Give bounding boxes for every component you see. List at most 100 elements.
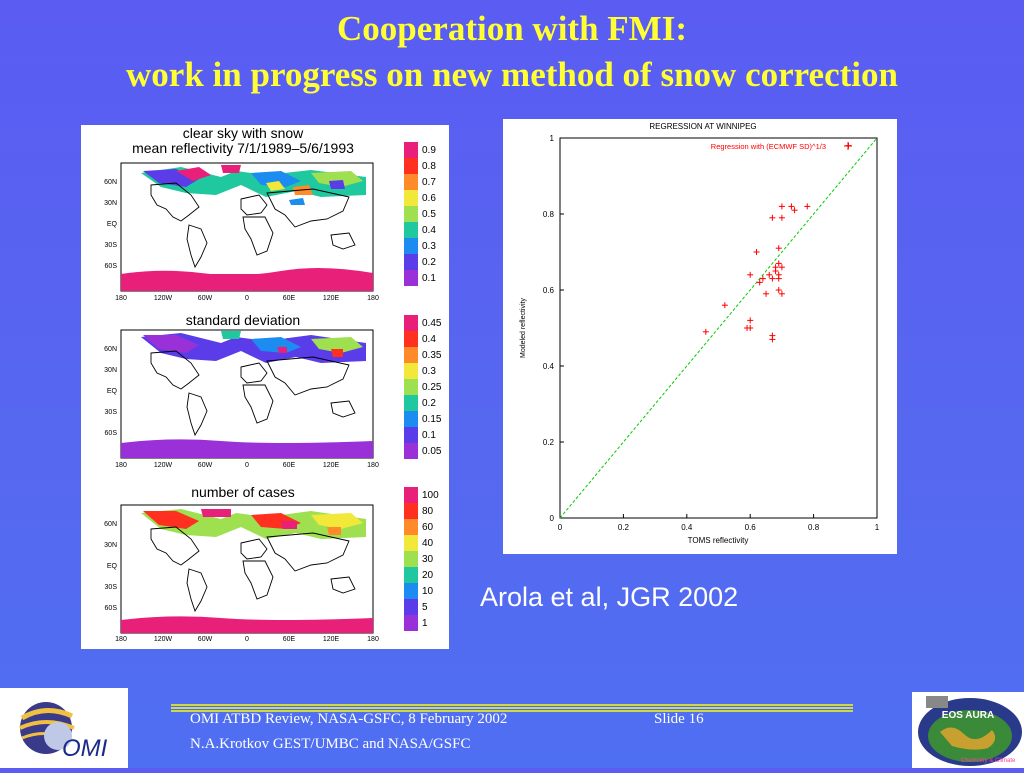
colorbar-segment (404, 615, 418, 631)
colorbar-label: 0.4 (422, 334, 436, 345)
y-tick-label: 0 (550, 514, 555, 523)
map1-title1: clear sky with snow (183, 125, 304, 141)
colorbar-segment (404, 270, 418, 286)
colorbar-segment (404, 363, 418, 379)
map2-data (121, 331, 373, 458)
x-tick-label: 0.2 (618, 523, 630, 532)
map3-colorbar: 100 80 60 40 30 20 10 5 1 (404, 487, 439, 631)
map3-title: number of cases (191, 484, 295, 500)
x-axis-ticks: 0 0.2 0.4 0.6 0.8 1 (558, 514, 880, 532)
map3-lon-0: 0 (245, 636, 249, 643)
data-point (769, 214, 776, 221)
colorbar-label: 0.7 (422, 177, 436, 188)
map3-lat-60s: 60S (105, 605, 118, 612)
footer-divider (171, 704, 853, 712)
map-number-of-cases: number of cases (104, 484, 439, 643)
map2-lon-180w: 180 (115, 462, 127, 469)
data-point (747, 317, 754, 324)
map2-lat-axis: 60N 30N EQ 30S 60S (104, 346, 117, 437)
colorbar-segment (404, 158, 418, 174)
map1-coastlines (150, 182, 356, 269)
y-axis-label: Modeled reflectivity (520, 298, 527, 358)
map3-lat-axis: 60N 30N EQ 30S 60S (104, 521, 117, 612)
colorbar-label: 30 (422, 554, 434, 565)
colorbar-label: 40 (422, 538, 434, 549)
data-point (763, 290, 770, 297)
x-tick-label: 0 (558, 523, 563, 532)
y-tick-label: 0.4 (543, 362, 555, 371)
map2-lat-60s: 60S (105, 430, 118, 437)
map1-lon-60w: 60W (198, 295, 213, 302)
map2-colorbar: 0.45 0.4 0.35 0.3 0.25 0.2 0.15 0.1 0.05 (404, 315, 442, 459)
omi-logo-text: OMI (62, 735, 108, 762)
map3-lat-30n: 30N (104, 542, 117, 549)
map1-lon-axis: 180 120W 60W 0 60E 120E 180 (115, 295, 379, 302)
colorbar-segment (404, 395, 418, 411)
colorbar-label: 5 (422, 602, 428, 613)
map2-lat-60n: 60N (104, 346, 117, 353)
map3-lon-180w: 180 (115, 636, 127, 643)
map1-lon-180w: 180 (115, 295, 127, 302)
map3-lon-120e: 120E (323, 636, 340, 643)
data-point (778, 203, 785, 210)
colorbar-segment (404, 519, 418, 535)
colorbar-segment (404, 599, 418, 615)
eos-aura-subtext: Chemistry & Climate (961, 758, 1016, 764)
colorbar-segment (404, 315, 418, 331)
fit-line (559, 137, 878, 519)
maps-panel: clear sky with snow mean reflectivity 7/… (81, 125, 449, 649)
map1-lat-60s: 60S (105, 263, 118, 270)
colorbar-label: 0.25 (422, 382, 442, 393)
eos-aura-logo: EOS AURA Chemistry & Climate (912, 692, 1024, 768)
colorbar-segment (404, 254, 418, 270)
citation: Arola et al, JGR 2002 (480, 582, 739, 612)
colorbar-label: 80 (422, 506, 434, 517)
map1-data (121, 165, 373, 291)
slide-title-line2: work in progress on new method of snow c… (126, 55, 898, 94)
colorbar-segment (404, 503, 418, 519)
y-tick-label: 0.2 (543, 438, 555, 447)
colorbar-segment (404, 190, 418, 206)
map1-lat-axis: 60N 30N EQ 30S 60S (104, 179, 117, 270)
colorbar-segment (404, 174, 418, 190)
map2-title: standard deviation (186, 312, 300, 328)
map2-lat-30s: 30S (105, 409, 118, 416)
colorbar-label: 0.2 (422, 257, 436, 268)
colorbar-label: 0.35 (422, 350, 442, 361)
map1-lon-120w: 120W (154, 295, 173, 302)
map3-lon-120w: 120W (154, 636, 173, 643)
colorbar-segment (404, 427, 418, 443)
data-point (778, 264, 785, 271)
data-point (775, 260, 782, 267)
data-point (804, 203, 811, 210)
footer-author-text: N.A.Krotkov GEST/UMBC and NASA/GSFC (190, 736, 471, 752)
map2-lon-180e: 180 (367, 462, 379, 469)
colorbar-segment (404, 443, 418, 459)
map1-colorbar: 0.9 0.8 0.7 0.6 0.5 0.4 0.3 0.2 0.1 (404, 142, 436, 286)
data-point (747, 271, 754, 278)
colorbar-segment (404, 379, 418, 395)
colorbar-label: 0.3 (422, 366, 436, 377)
data-point (766, 271, 773, 278)
colorbar-label: 20 (422, 570, 434, 581)
colorbar-label: 60 (422, 522, 434, 533)
data-point (747, 325, 754, 331)
footer-review-text: OMI ATBD Review, NASA-GSFC, 8 February 2… (190, 711, 508, 727)
map2-lon-60w: 60W (198, 462, 213, 469)
data-point (791, 207, 798, 214)
map2-lon-axis: 180 120W 60W 0 60E 120E 180 (115, 462, 379, 469)
colorbar-label: 0.05 (422, 446, 442, 457)
map1-lat-30s: 30S (105, 242, 118, 249)
data-point (788, 203, 795, 210)
omi-logo: OMI (0, 688, 128, 768)
map3-lon-180e: 180 (367, 636, 379, 643)
map2-coastlines (150, 350, 356, 437)
map1-lon-180e: 180 (367, 295, 379, 302)
data-point (778, 214, 785, 221)
map2-lat-eq: EQ (107, 388, 118, 395)
data-point (756, 279, 763, 286)
x-tick-label: 1 (875, 523, 880, 532)
x-axis-label: TOMS reflectivity (688, 536, 749, 545)
data-point (702, 328, 709, 335)
map1-lat-60n: 60N (104, 179, 117, 186)
